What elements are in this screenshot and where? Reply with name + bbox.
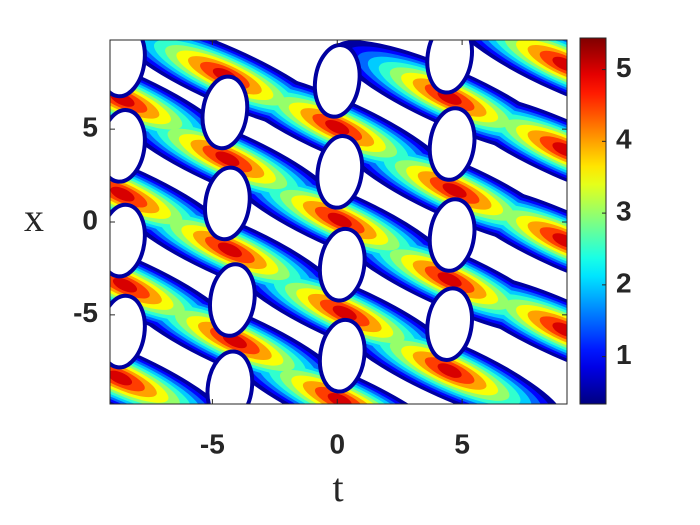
contour-loop xyxy=(312,43,362,119)
contour-loop xyxy=(317,226,367,303)
y-axis-label: x xyxy=(24,195,44,240)
y-tick-label: 0 xyxy=(82,204,98,235)
x-tick-label: 5 xyxy=(454,428,470,459)
contour-level xyxy=(112,277,138,293)
contour-level xyxy=(327,212,352,228)
colorbar-tick-label: 5 xyxy=(616,52,632,83)
contour-loop xyxy=(110,40,147,99)
y-tick-label: -5 xyxy=(73,297,98,328)
contour-loop xyxy=(110,202,147,279)
contour-level xyxy=(215,151,240,167)
contour-level xyxy=(552,142,567,157)
x-tick-label: -5 xyxy=(200,428,225,459)
contour-loop xyxy=(205,349,255,404)
contour-level xyxy=(217,242,242,258)
contour-loop xyxy=(203,165,252,242)
contour-loop xyxy=(315,134,365,210)
contour-level xyxy=(437,272,462,287)
x-axis-label: t xyxy=(332,465,343,510)
colorbar-tick-label: 1 xyxy=(616,339,632,370)
plot-area xyxy=(110,40,567,404)
contour-loop xyxy=(208,262,257,338)
y-tick-label: 5 xyxy=(82,112,98,143)
contour-level xyxy=(110,370,133,386)
contour-level xyxy=(552,322,567,338)
contour-loop xyxy=(425,286,474,362)
colorbar-tick-label: 3 xyxy=(616,195,632,226)
contour-level xyxy=(442,183,467,198)
contour-level xyxy=(332,305,357,321)
contour-level xyxy=(552,233,567,248)
contour-level xyxy=(552,56,567,72)
colorbar-tick-label: 4 xyxy=(616,124,632,155)
contour-loop xyxy=(317,317,367,394)
contour-loop xyxy=(110,293,147,370)
colorbar xyxy=(579,37,607,405)
contour-loop xyxy=(427,106,477,182)
x-tick-label: 0 xyxy=(329,428,345,459)
contour-level xyxy=(437,363,462,378)
contour-loop xyxy=(110,108,147,184)
contour-loop xyxy=(425,40,474,95)
colorbar-tick-label: 2 xyxy=(616,267,632,298)
contour-level xyxy=(325,119,350,135)
contour-loop xyxy=(427,197,477,273)
contour-loop xyxy=(200,74,250,151)
contour-level xyxy=(110,186,135,202)
